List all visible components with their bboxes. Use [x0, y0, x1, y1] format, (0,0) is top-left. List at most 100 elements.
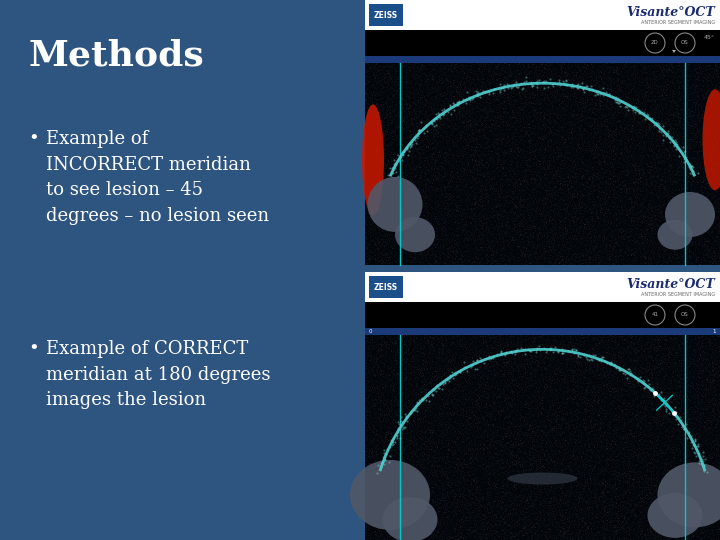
- Point: [512, 83, 523, 92]
- Point: [391, 431, 402, 440]
- Point: [639, 114, 651, 123]
- Point: [431, 114, 442, 123]
- Point: [544, 344, 556, 353]
- Point: [553, 346, 564, 355]
- Point: [606, 357, 617, 366]
- Point: [531, 80, 543, 89]
- Point: [442, 108, 454, 117]
- Point: [410, 138, 421, 147]
- Point: [672, 411, 683, 420]
- Point: [651, 391, 662, 400]
- Point: [628, 102, 639, 111]
- Point: [632, 376, 644, 385]
- Text: ZEISS: ZEISS: [374, 282, 398, 292]
- Text: ANTERIOR SEGMENT IMAGING: ANTERIOR SEGMENT IMAGING: [641, 21, 715, 25]
- Point: [510, 77, 521, 86]
- Point: [393, 156, 405, 165]
- Point: [483, 88, 495, 97]
- Point: [577, 85, 588, 93]
- Point: [639, 379, 650, 388]
- Point: [499, 350, 510, 359]
- Point: [498, 349, 510, 358]
- Point: [680, 152, 691, 161]
- Point: [495, 83, 507, 92]
- Point: [387, 163, 399, 172]
- Polygon shape: [672, 50, 676, 53]
- Point: [539, 344, 550, 353]
- Point: [688, 167, 699, 176]
- Point: [542, 83, 554, 92]
- Point: [531, 78, 542, 87]
- Text: Visante°OCT: Visante°OCT: [626, 278, 715, 291]
- Point: [401, 145, 413, 153]
- Point: [470, 359, 482, 367]
- Point: [506, 348, 518, 357]
- Text: Example of CORRECT
meridian at 180 degrees
images the lesion: Example of CORRECT meridian at 180 degre…: [46, 340, 271, 409]
- Point: [379, 451, 390, 460]
- Point: [466, 94, 477, 103]
- Point: [560, 80, 572, 89]
- Point: [685, 161, 697, 170]
- Point: [426, 119, 437, 127]
- Point: [652, 119, 663, 127]
- Point: [679, 155, 690, 164]
- Point: [696, 460, 707, 468]
- Point: [648, 392, 660, 401]
- Point: [531, 345, 543, 353]
- Point: [428, 114, 440, 123]
- Ellipse shape: [367, 177, 423, 232]
- Text: 0: 0: [369, 329, 372, 334]
- Point: [394, 420, 405, 428]
- Point: [491, 350, 503, 359]
- Point: [412, 129, 423, 137]
- Point: [639, 379, 651, 388]
- Point: [642, 381, 654, 390]
- Point: [454, 368, 466, 376]
- Point: [629, 373, 641, 382]
- Point: [401, 417, 413, 426]
- Point: [669, 138, 680, 146]
- Point: [439, 377, 451, 386]
- Point: [528, 346, 539, 355]
- Point: [655, 127, 667, 136]
- Point: [460, 99, 472, 107]
- Point: [613, 364, 625, 373]
- Point: [667, 137, 679, 145]
- Point: [445, 100, 456, 109]
- Point: [678, 424, 690, 433]
- Point: [411, 134, 423, 143]
- Point: [487, 354, 499, 362]
- Point: [685, 170, 697, 178]
- Point: [430, 387, 441, 395]
- Point: [531, 83, 543, 91]
- Point: [639, 377, 650, 386]
- Point: [454, 368, 466, 376]
- Point: [410, 403, 421, 412]
- Point: [672, 419, 684, 428]
- Point: [392, 171, 404, 180]
- Point: [570, 346, 582, 354]
- Point: [452, 100, 464, 109]
- Point: [595, 356, 607, 365]
- Point: [697, 448, 708, 456]
- Point: [516, 85, 528, 93]
- Point: [568, 345, 580, 354]
- Text: Methods: Methods: [28, 38, 204, 72]
- Point: [520, 344, 531, 353]
- Point: [384, 164, 396, 173]
- Point: [576, 79, 588, 87]
- Point: [660, 132, 672, 140]
- Point: [592, 87, 603, 96]
- Point: [495, 347, 507, 356]
- Point: [531, 344, 543, 353]
- Point: [509, 347, 521, 356]
- Point: [588, 350, 599, 359]
- Point: [670, 145, 682, 153]
- Point: [626, 104, 638, 112]
- Point: [568, 348, 580, 357]
- Point: [554, 81, 566, 90]
- Point: [660, 129, 672, 137]
- Point: [663, 134, 675, 143]
- Point: [537, 77, 549, 86]
- Point: [605, 358, 616, 367]
